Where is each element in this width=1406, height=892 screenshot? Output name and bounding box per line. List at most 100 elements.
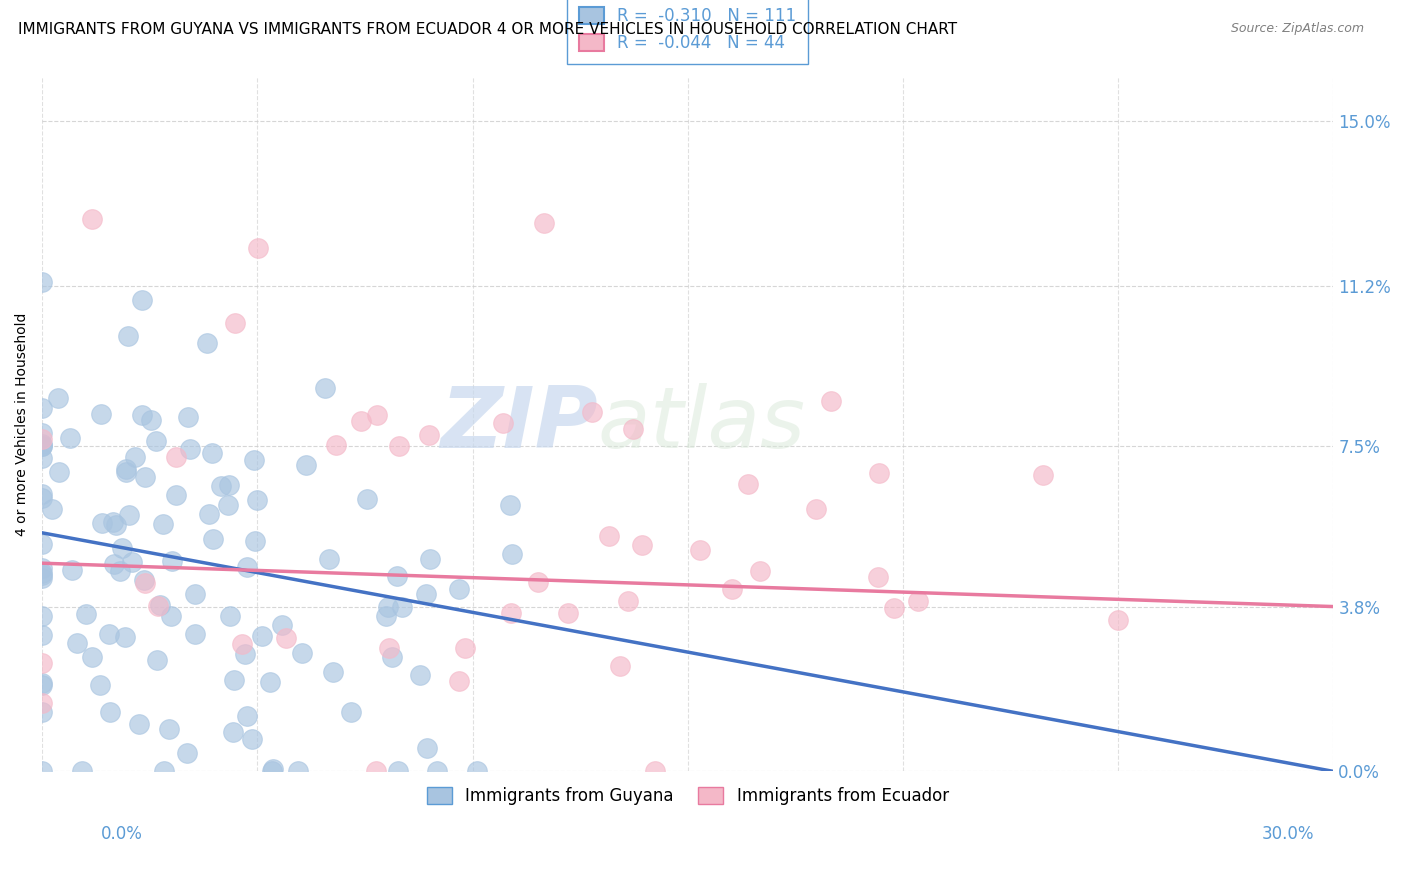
Point — [31, 609, 53, 624]
Point — [325, 437, 347, 451]
Point — [184, 587, 207, 601]
Point — [31, 628, 53, 642]
Point — [160, 553, 183, 567]
Point — [31, 571, 53, 585]
Point — [527, 575, 550, 590]
Point — [222, 725, 245, 739]
Point — [581, 405, 603, 419]
Point — [114, 630, 136, 644]
Point — [274, 631, 297, 645]
Point — [198, 508, 221, 522]
Point — [218, 477, 240, 491]
Point — [377, 599, 399, 614]
Point — [499, 606, 522, 620]
Point — [97, 627, 120, 641]
Point — [31, 426, 53, 441]
Point — [101, 515, 124, 529]
Legend: Immigrants from Guyana, Immigrants from Ecuador: Immigrants from Guyana, Immigrants from … — [416, 777, 959, 815]
Point — [217, 498, 239, 512]
Point — [176, 746, 198, 760]
Point — [219, 609, 242, 624]
Point — [644, 764, 666, 779]
Point — [533, 216, 555, 230]
Point — [60, 563, 83, 577]
Point — [66, 635, 89, 649]
Point — [124, 450, 146, 464]
Point — [159, 722, 181, 736]
Point — [31, 764, 53, 779]
Point — [748, 564, 770, 578]
Point — [165, 487, 187, 501]
Point — [804, 502, 827, 516]
Point — [616, 594, 638, 608]
Point — [146, 653, 169, 667]
Point — [31, 491, 53, 505]
Point — [176, 409, 198, 424]
Point — [31, 401, 53, 416]
Point — [224, 316, 246, 330]
Point — [82, 650, 104, 665]
Text: 0.0%: 0.0% — [101, 825, 143, 843]
Point — [104, 517, 127, 532]
Point — [868, 466, 890, 480]
Point — [322, 665, 344, 680]
Point — [449, 582, 471, 597]
Point — [378, 641, 401, 656]
Point — [689, 543, 711, 558]
Point — [557, 606, 579, 620]
Point — [415, 587, 437, 601]
Point — [145, 434, 167, 449]
Point — [236, 709, 259, 723]
Point — [115, 462, 138, 476]
Point — [201, 446, 224, 460]
Point — [391, 599, 413, 614]
Point — [820, 393, 842, 408]
Text: 30.0%: 30.0% — [1263, 825, 1315, 843]
Point — [108, 564, 131, 578]
Y-axis label: 4 or more Vehicles in Household: 4 or more Vehicles in Household — [15, 313, 30, 536]
Point — [388, 439, 411, 453]
Point — [271, 617, 294, 632]
Point — [243, 533, 266, 548]
Point — [449, 674, 471, 689]
Point — [121, 555, 143, 569]
Point — [631, 538, 654, 552]
Point — [259, 675, 281, 690]
Point — [149, 598, 172, 612]
Point — [31, 567, 53, 582]
Text: Source: ZipAtlas.com: Source: ZipAtlas.com — [1230, 22, 1364, 36]
Point — [31, 560, 53, 574]
Point — [883, 601, 905, 615]
Text: IMMIGRANTS FROM GUYANA VS IMMIGRANTS FROM ECUADOR 4 OR MORE VEHICLES IN HOUSEHOL: IMMIGRANTS FROM GUYANA VS IMMIGRANTS FRO… — [18, 22, 957, 37]
Point — [31, 439, 53, 453]
Point — [31, 676, 53, 690]
Point — [621, 421, 644, 435]
Point — [416, 741, 439, 756]
Point — [75, 607, 97, 621]
Point — [31, 706, 53, 720]
Point — [98, 705, 121, 719]
Point — [499, 498, 522, 512]
Point — [418, 427, 440, 442]
Point — [89, 678, 111, 692]
Point — [165, 450, 187, 465]
Point — [31, 566, 53, 580]
Point — [356, 492, 378, 507]
Point — [31, 439, 53, 453]
Point — [262, 764, 284, 779]
Point — [91, 516, 114, 530]
Point — [1032, 467, 1054, 482]
Point — [46, 391, 69, 405]
Point — [31, 536, 53, 550]
Point — [492, 416, 515, 430]
Point — [385, 569, 408, 583]
Point — [90, 407, 112, 421]
Point — [233, 647, 256, 661]
Point — [31, 696, 53, 710]
Point — [195, 335, 218, 350]
Text: ZIP: ZIP — [440, 383, 598, 466]
Point — [1107, 613, 1129, 627]
Point — [31, 678, 53, 692]
Point — [866, 570, 889, 584]
Point — [31, 487, 53, 501]
